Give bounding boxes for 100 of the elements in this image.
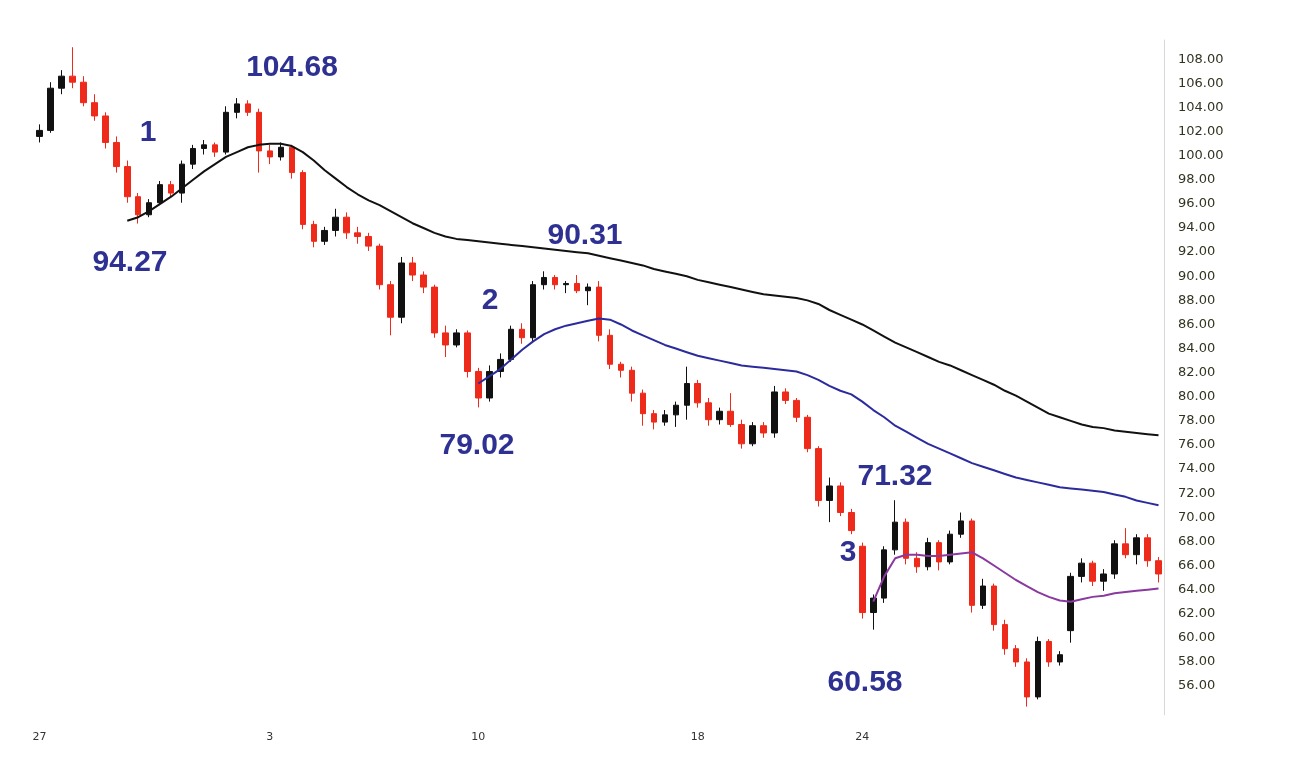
x-tick-label: 27 — [32, 730, 47, 743]
y-tick-label: 70.00 — [1178, 508, 1216, 524]
candlestick — [1013, 644, 1019, 668]
candlestick — [684, 366, 690, 421]
candlestick — [519, 322, 525, 345]
annotation: 104.68 — [246, 48, 338, 82]
candlestick — [1067, 572, 1074, 644]
candlestick — [1122, 527, 1129, 559]
candlestick — [387, 280, 394, 336]
candlestick — [782, 387, 789, 405]
candlestick — [640, 389, 646, 427]
candlestick — [629, 366, 635, 403]
x-tick-label: 3 — [266, 730, 274, 743]
y-tick-label: 94.00 — [1178, 219, 1216, 235]
candlestick — [135, 192, 141, 225]
candlestick — [124, 160, 131, 204]
x-tick-label: 24 — [855, 730, 870, 743]
y-tick-label: 64.00 — [1178, 580, 1216, 596]
candlestick — [1133, 533, 1140, 565]
candlestick — [662, 409, 668, 427]
candlestick — [991, 583, 997, 632]
candlestick — [365, 232, 372, 252]
candlestick — [738, 419, 745, 450]
candlestick — [749, 421, 756, 447]
annotation: 1 — [139, 113, 157, 147]
candlestick — [190, 144, 196, 170]
y-tick-label: 102.00 — [1178, 122, 1224, 138]
candlestick — [848, 508, 855, 535]
candlestick — [453, 328, 460, 348]
candlestick — [530, 280, 536, 342]
candlestick — [673, 401, 679, 428]
candlestick — [289, 144, 295, 180]
y-tick-label: 88.00 — [1178, 291, 1216, 307]
y-tick-label: 60.00 — [1178, 629, 1216, 645]
candlestick — [947, 530, 953, 565]
annotation: 90.31 — [547, 216, 623, 250]
candlestick — [300, 169, 306, 230]
candlestick — [694, 379, 701, 409]
y-tick-label: 98.00 — [1178, 171, 1216, 187]
candlestick — [234, 97, 240, 119]
candlestick — [201, 139, 207, 156]
candlestick — [815, 445, 822, 507]
candlestick — [870, 593, 877, 631]
candlestick — [212, 141, 218, 158]
y-tick-label: 76.00 — [1178, 436, 1216, 452]
y-tick-label: 78.00 — [1178, 412, 1216, 428]
y-tick-label: 106.00 — [1178, 74, 1224, 90]
y-tick-label: 96.00 — [1178, 195, 1216, 211]
candlestick — [168, 180, 174, 198]
candlestick — [431, 284, 438, 339]
candlestick — [157, 180, 163, 206]
y-tick-label: 84.00 — [1178, 339, 1216, 355]
annotation: 60.58 — [827, 663, 903, 697]
y-tick-label: 56.00 — [1178, 677, 1216, 693]
candlestick — [607, 328, 613, 370]
candlestick — [1111, 539, 1118, 580]
candlestick — [91, 93, 98, 122]
candlestick — [69, 46, 76, 89]
annotation: 71.32 — [857, 457, 933, 491]
y-tick-label: 74.00 — [1178, 460, 1216, 476]
y-tick-label: 104.00 — [1178, 98, 1224, 114]
candlestick — [245, 99, 251, 117]
candlestick — [914, 551, 920, 574]
candlestick — [321, 226, 328, 246]
candlestick — [47, 81, 54, 134]
candlestick — [936, 539, 942, 571]
candlestick — [1100, 568, 1107, 592]
y-tick-label: 100.00 — [1178, 147, 1224, 163]
x-tick-label: 18 — [690, 730, 705, 743]
candlestick — [837, 481, 844, 517]
candlestick — [354, 226, 361, 245]
candlestick — [332, 208, 339, 237]
candlestick — [574, 274, 580, 294]
candlestick — [179, 160, 185, 204]
candlestick — [267, 144, 273, 165]
y-tick-label: 68.00 — [1178, 532, 1216, 548]
candlestick — [969, 518, 975, 614]
candlestick — [958, 512, 964, 539]
y-tick-label: 66.00 — [1178, 556, 1216, 572]
candlestick — [1035, 636, 1041, 700]
candlestick — [80, 75, 87, 107]
candlestick — [563, 280, 569, 294]
y-tick-label: 80.00 — [1178, 388, 1216, 404]
candlestick — [442, 325, 449, 358]
annotation: 2 — [481, 281, 499, 315]
candlestick — [892, 499, 898, 556]
candlestick — [903, 518, 909, 565]
candlestick — [1057, 650, 1063, 667]
candlestick — [102, 111, 109, 149]
candlestick — [771, 385, 778, 439]
candlestick — [596, 280, 602, 342]
candlestick — [541, 270, 547, 291]
candlestick — [859, 542, 866, 620]
candlestick — [804, 414, 811, 453]
y-tick-label: 72.00 — [1178, 484, 1216, 500]
candlestick — [311, 220, 317, 248]
candlestick — [1144, 533, 1151, 568]
candlestick — [398, 256, 405, 324]
candlestick — [58, 69, 65, 95]
candlestick — [113, 135, 120, 174]
